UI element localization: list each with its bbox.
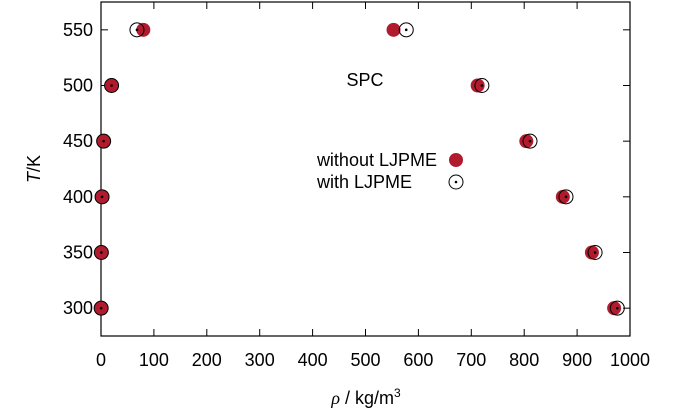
y-axis-label: T/K [24, 155, 44, 183]
point-with-ljpme-ring [398, 22, 414, 38]
x-tick-label: 100 [139, 350, 169, 370]
chart-annotation: SPC [346, 70, 383, 90]
x-tick-label: 900 [562, 350, 592, 370]
point-with-ljpme [104, 78, 120, 93]
point-with-ljpme [587, 245, 603, 260]
x-tick-label: 300 [245, 350, 275, 370]
point-with-ljpme-ring [474, 78, 490, 93]
y-tick-label: 450 [63, 131, 93, 151]
point-with-ljpme-ring [522, 133, 538, 149]
point-with-ljpme-dot [135, 28, 139, 32]
point-with-ljpme-dot [102, 139, 105, 143]
point-with-ljpme-ring [96, 133, 112, 149]
y-tick-label: 300 [63, 298, 93, 318]
legend-marker-with-ljpme-dot [454, 180, 458, 184]
point-without-ljpme [584, 245, 599, 260]
y-tick-label: 550 [63, 20, 93, 40]
point-with-ljpme-dot [593, 251, 597, 254]
point-with-ljpme-ring [609, 300, 625, 316]
x-tick-label: 700 [456, 350, 486, 370]
point-with-ljpme-dot [110, 84, 113, 87]
x-tick-label: 500 [350, 350, 380, 370]
point-without-ljpme [519, 134, 534, 149]
point-with-ljpme [398, 22, 414, 38]
data-points [93, 22, 625, 316]
point-with-ljpme-dot [528, 139, 532, 143]
point-with-ljpme-dot [100, 251, 103, 254]
point-with-ljpme-ring [104, 78, 120, 93]
point-with-ljpme-dot [100, 195, 104, 199]
legend: without LJPME with LJPME [316, 150, 464, 192]
x-axis-unit: / kg/m [340, 388, 394, 408]
point-without-ljpme [386, 22, 401, 37]
point-with-ljpme-ring [558, 189, 574, 205]
point-with-ljpme-ring [93, 245, 109, 260]
point-with-ljpme [96, 133, 112, 149]
point-without-ljpme [607, 301, 622, 316]
point-with-ljpme-ring [93, 300, 109, 316]
point-with-ljpme [558, 189, 574, 205]
y-axis-symbol: T [24, 170, 44, 183]
point-without-ljpme [470, 78, 485, 93]
y-tick-label: 400 [63, 187, 93, 207]
point-with-ljpme-dot [480, 84, 484, 87]
x-tick-label: 400 [298, 350, 328, 370]
point-with-ljpme-ring [94, 189, 110, 205]
point-with-ljpme [94, 189, 110, 205]
point-with-ljpme [93, 300, 109, 316]
point-with-ljpme [129, 22, 145, 38]
point-with-ljpme [522, 133, 538, 149]
x-tick-label: 1000 [610, 350, 650, 370]
point-with-ljpme [474, 78, 490, 93]
x-axis-unit-exponent: 3 [394, 386, 401, 400]
legend-label-with-ljpme: with LJPME [316, 172, 412, 192]
legend-marker-with-ljpme [448, 174, 464, 190]
x-tick-labels: 0 100 200 300 400 500 600 700 800 900 1000 [96, 350, 650, 370]
point-with-ljpme-dot [404, 28, 408, 32]
legend-label-without-ljpme: without LJPME [316, 150, 437, 170]
point-with-ljpme-dot [616, 306, 619, 310]
x-tick-label: 200 [192, 350, 222, 370]
y-tick-label: 350 [63, 243, 93, 263]
legend-marker-without-ljpme [449, 153, 463, 167]
point-with-ljpme-dot [99, 306, 103, 310]
y-axis-unit: /K [24, 155, 44, 172]
x-tick-label: 800 [509, 350, 539, 370]
x-tick-label: 0 [96, 350, 106, 370]
x-axis-label: ρ / kg/m3 [330, 386, 401, 408]
point-without-ljpme [555, 189, 570, 204]
x-axis-symbol: ρ [330, 388, 340, 408]
point-with-ljpme [93, 245, 109, 260]
point-with-ljpme-ring [587, 245, 603, 260]
y-tick-labels: 300 350 400 450 500 550 [63, 20, 93, 318]
point-with-ljpme-dot [564, 195, 568, 199]
point-with-ljpme [609, 300, 625, 316]
point-without-ljpme [136, 22, 151, 37]
x-tick-label: 600 [403, 350, 433, 370]
axis-ticks [100, 2, 631, 336]
point-with-ljpme-ring [129, 22, 145, 38]
y-tick-label: 500 [63, 76, 93, 96]
